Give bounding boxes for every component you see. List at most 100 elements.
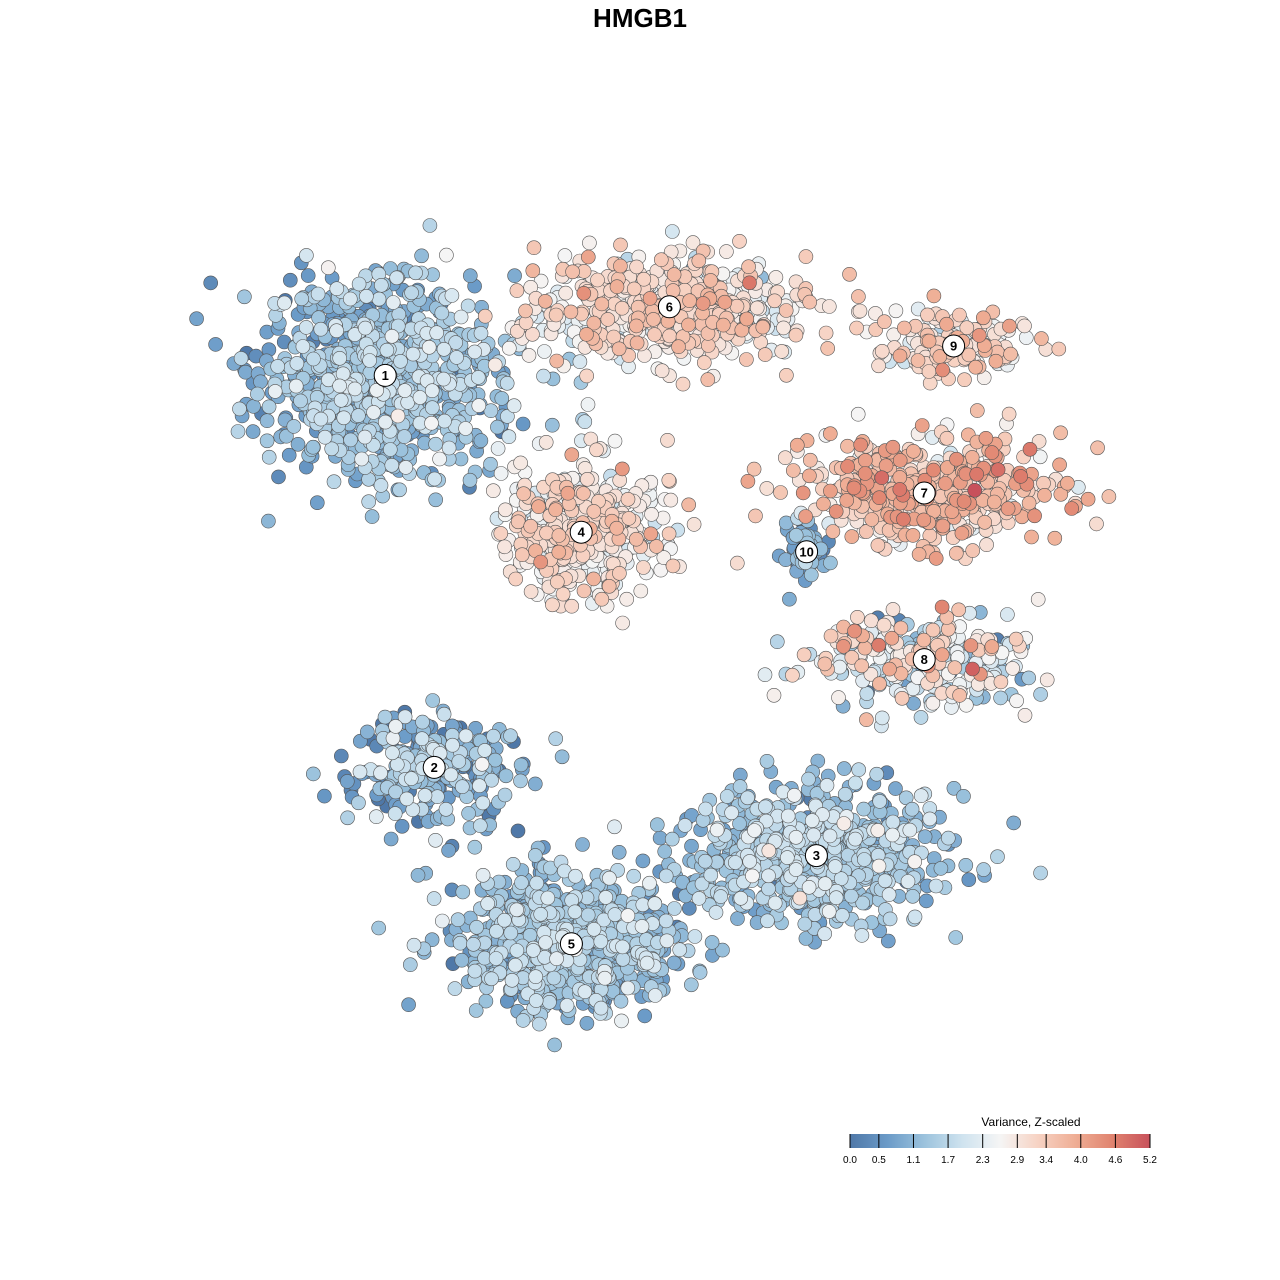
data-point: [354, 451, 370, 467]
data-point: [823, 628, 839, 644]
data-point: [952, 307, 967, 323]
data-point: [767, 293, 782, 309]
data-point: [782, 591, 797, 607]
data-point: [357, 320, 373, 336]
data-point: [410, 867, 426, 883]
data-point: [619, 591, 635, 607]
data-point: [732, 234, 747, 249]
data-point: [993, 674, 1009, 690]
data-point: [377, 414, 393, 430]
data-point: [1033, 687, 1048, 702]
data-point: [473, 433, 489, 448]
data-point: [825, 524, 841, 539]
data-point: [590, 272, 605, 288]
data-point: [700, 372, 716, 387]
data-point: [766, 687, 782, 703]
data-point: [777, 450, 793, 466]
data-point: [881, 887, 897, 902]
data-point: [926, 462, 941, 478]
data-point: [967, 482, 983, 498]
data-point: [580, 249, 596, 265]
data-point: [607, 907, 623, 922]
data-point: [230, 424, 246, 439]
legend-tick-label: 2.3: [976, 1155, 990, 1166]
data-point: [854, 658, 870, 674]
legend-tick-label: 2.9: [1010, 1155, 1024, 1166]
data-point: [802, 294, 818, 310]
cluster-label-text: 4: [578, 525, 586, 540]
data-point: [373, 277, 389, 293]
data-point: [666, 267, 682, 282]
data-point: [965, 543, 981, 558]
data-point: [568, 868, 583, 884]
data-point: [951, 602, 967, 618]
data-point: [421, 339, 437, 355]
data-point: [528, 969, 544, 985]
data-point: [984, 445, 1000, 460]
data-point: [839, 493, 855, 508]
data-point: [745, 868, 760, 884]
data-point: [579, 1015, 595, 1031]
data-point: [1002, 318, 1017, 334]
legend-tick-label: 4.0: [1074, 1155, 1088, 1166]
data-point: [1090, 440, 1105, 456]
data-point: [497, 539, 512, 555]
cluster-label-2: 2: [422, 755, 446, 779]
legend-colorbar: [850, 1134, 1150, 1148]
data-point: [342, 291, 358, 307]
data-point: [907, 854, 923, 870]
data-point: [232, 401, 247, 417]
data-point: [293, 393, 308, 409]
data-point: [340, 810, 355, 826]
legend-title: Variance, Z-scaled: [981, 1115, 1080, 1129]
data-point: [928, 551, 944, 566]
data-point: [905, 888, 921, 904]
data-point: [877, 873, 893, 889]
data-point: [620, 908, 636, 923]
data-point: [477, 743, 493, 758]
data-point: [803, 567, 819, 583]
data-point: [537, 293, 553, 309]
data-point: [691, 891, 707, 906]
data-point: [871, 358, 886, 374]
data-point: [864, 512, 880, 527]
data-point: [818, 325, 834, 341]
data-point: [203, 275, 218, 291]
data-point: [317, 429, 333, 445]
data-point: [527, 776, 543, 792]
data-point: [427, 471, 442, 487]
data-point: [289, 356, 305, 371]
data-point: [384, 457, 400, 473]
data-point: [663, 492, 679, 508]
data-point: [602, 870, 617, 886]
data-point: [691, 253, 707, 269]
data-point: [920, 307, 935, 323]
data-point: [1039, 672, 1055, 688]
data-point: [414, 248, 429, 264]
data-point: [313, 411, 329, 427]
data-point: [611, 341, 627, 357]
data-point: [759, 753, 775, 769]
data-point: [475, 795, 491, 811]
data-point: [501, 429, 517, 445]
data-point: [882, 661, 897, 677]
data-point: [933, 861, 949, 876]
data-point: [801, 771, 816, 787]
data-point: [1034, 331, 1049, 346]
data-point: [549, 574, 565, 590]
data-point: [443, 767, 459, 783]
data-point: [462, 472, 478, 488]
data-point: [422, 218, 438, 233]
data-point: [692, 965, 708, 980]
data-point: [823, 555, 838, 571]
data-point: [261, 513, 276, 529]
data-point: [773, 485, 788, 500]
data-point: [577, 984, 593, 1000]
data-point: [918, 893, 934, 909]
data-point: [533, 554, 549, 570]
data-point: [582, 235, 597, 251]
data-point: [954, 525, 970, 541]
data-point: [371, 291, 387, 307]
cluster-label-text: 2: [431, 760, 438, 775]
data-point: [957, 372, 972, 388]
